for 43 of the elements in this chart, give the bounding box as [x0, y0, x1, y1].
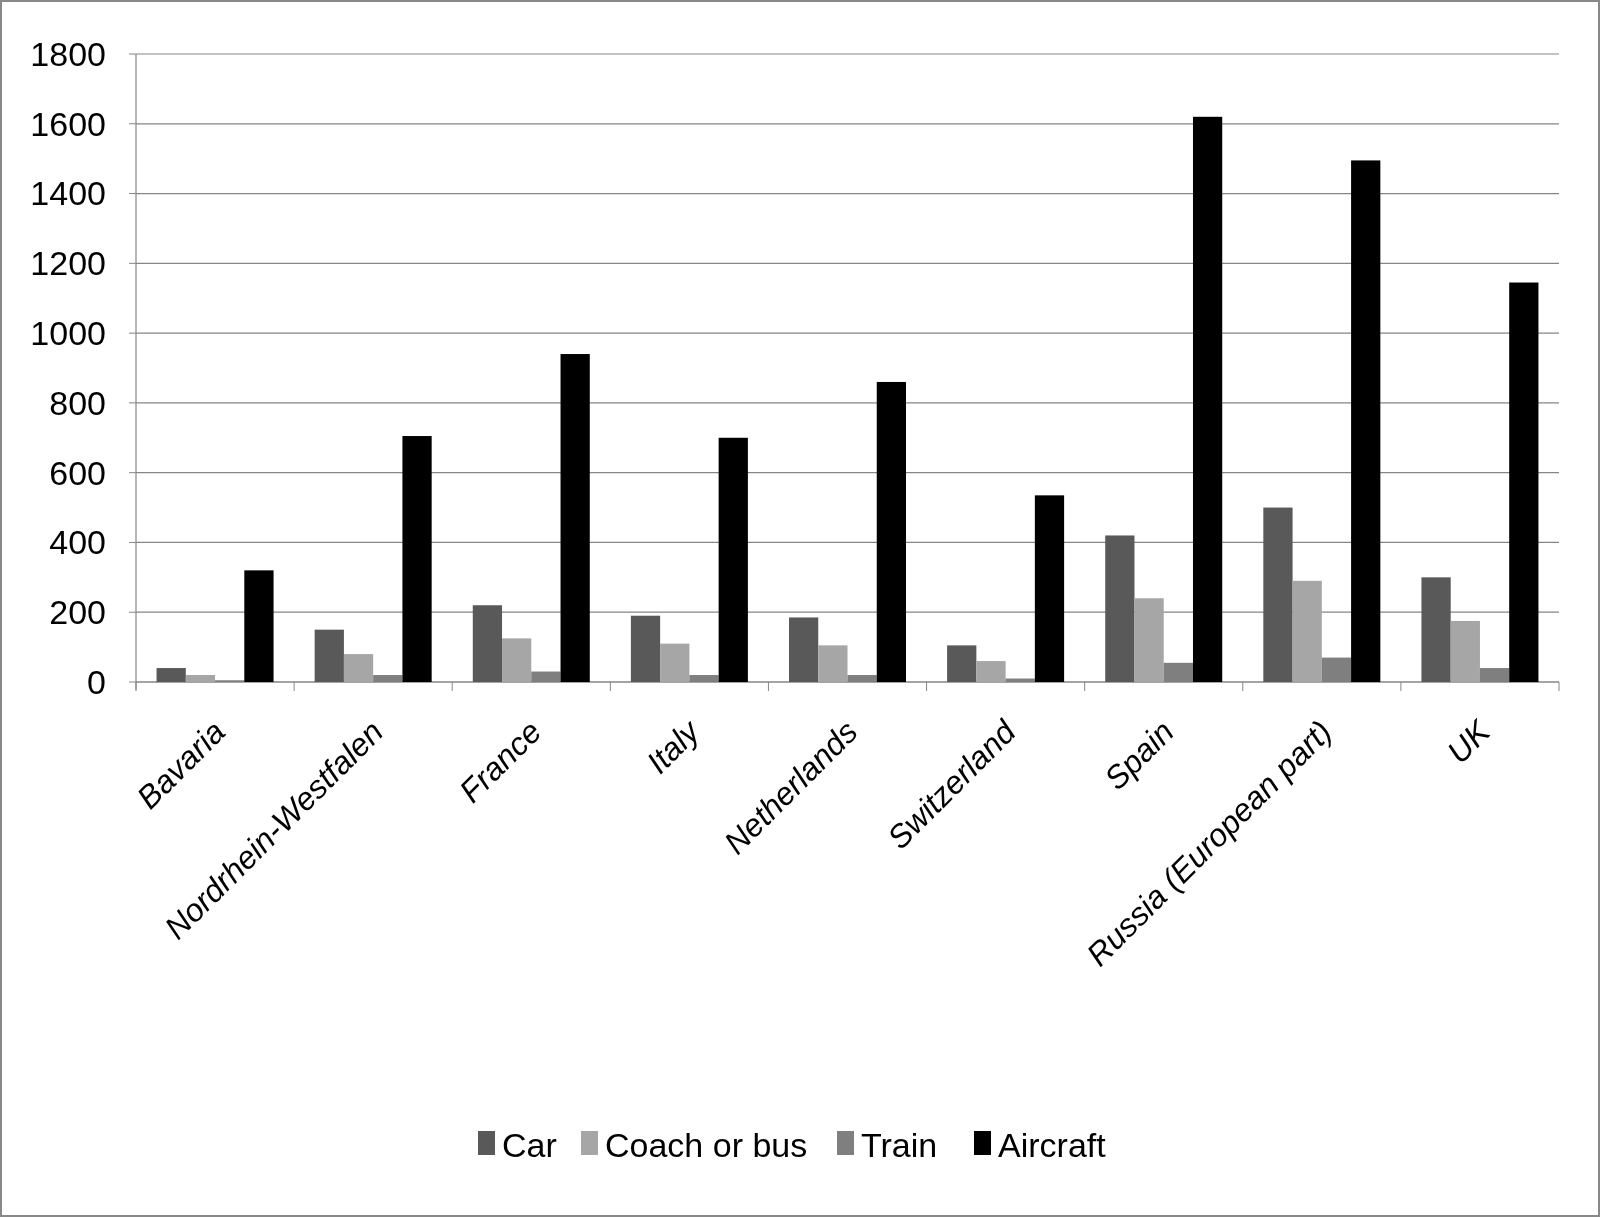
bar [1192, 116, 1223, 682]
bar [789, 617, 819, 682]
y-tick-label: 400 [49, 523, 106, 562]
legend-label: Car [502, 1125, 557, 1164]
legend-label: Coach or bus [605, 1125, 808, 1164]
y-tick-label: 1200 [30, 244, 106, 283]
y-tick-label: 1400 [30, 174, 106, 213]
y-tick-label: 0 [87, 662, 106, 701]
bar [976, 661, 1006, 682]
bar [1292, 580, 1322, 682]
bar [1421, 577, 1451, 682]
bar [1134, 598, 1164, 682]
y-tick-label: 1600 [30, 104, 106, 143]
bar [660, 643, 690, 682]
y-tick-label: 1800 [30, 34, 106, 73]
bar [156, 668, 186, 682]
bar [343, 654, 374, 682]
bar [947, 645, 977, 682]
bar [185, 675, 216, 682]
bar [502, 638, 532, 682]
bar [314, 629, 344, 682]
bar [244, 570, 274, 682]
bar [1509, 282, 1539, 682]
legend-label: Train [861, 1125, 938, 1164]
bar [472, 605, 503, 682]
y-tick-label: 200 [49, 593, 106, 632]
y-tick-label: 600 [49, 453, 106, 492]
bar [1450, 620, 1480, 682]
y-tick-label: 1000 [30, 314, 106, 353]
bar [630, 615, 661, 682]
bar [1263, 507, 1293, 682]
bar [718, 437, 748, 682]
bar [818, 645, 848, 682]
x-tick-label: Italy [639, 712, 708, 781]
bar [560, 354, 590, 682]
bar [1034, 495, 1065, 682]
bar [876, 381, 906, 682]
y-tick-label: 800 [49, 383, 106, 422]
bar [402, 436, 432, 682]
bar [1105, 535, 1135, 682]
legend-label: Aircraft [998, 1125, 1107, 1164]
bar [1351, 160, 1381, 682]
x-tick-label: UK [1440, 712, 1499, 771]
